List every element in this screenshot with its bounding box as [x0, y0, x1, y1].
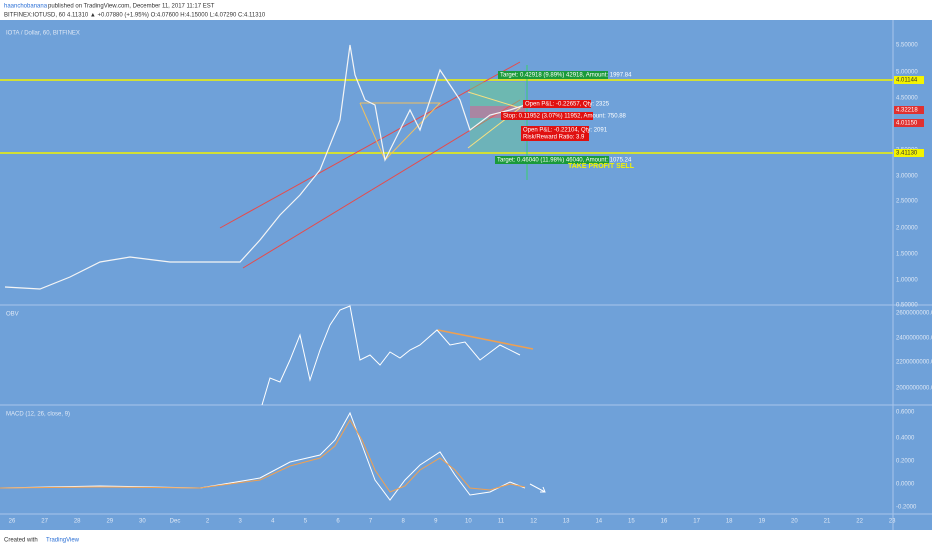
x-tick: 27 [41, 519, 48, 525]
macd-tick: 0.0000 [896, 482, 915, 488]
x-tick: 16 [661, 519, 668, 525]
pane-label: OBV [6, 312, 19, 318]
obv-tick: 2400000000.0000 [896, 336, 932, 342]
quote: BITFINEX:IOTUSD, 60 4.11310 ▲ +0.07880 (… [4, 13, 266, 19]
x-tick: 5 [304, 519, 308, 525]
macd-tick: 0.2000 [896, 459, 915, 465]
price-marker-box [894, 76, 924, 84]
macd-tick: 0.6000 [896, 410, 915, 416]
trade-label-box [521, 126, 589, 134]
author: haanchobanana [4, 4, 48, 10]
x-tick: 10 [465, 519, 472, 525]
x-tick: Dec [170, 519, 181, 525]
x-tick: 23 [889, 519, 896, 525]
x-tick: 20 [791, 519, 798, 525]
long-target-zone [470, 82, 525, 106]
pane-label: MACD (12, 26, close, 9) [6, 412, 70, 418]
price-tick: 0.50000 [896, 303, 918, 309]
down-arrow [529, 483, 546, 493]
x-tick: 26 [9, 519, 16, 525]
x-tick: 6 [336, 519, 340, 525]
price-marker: 4.01144 [896, 78, 918, 84]
x-tick: 4 [271, 519, 275, 525]
x-tick: 8 [402, 519, 406, 525]
price-tick: 2.50000 [896, 199, 918, 205]
published: published on TradingView.com, December 1… [48, 4, 215, 10]
macd-tick: -0.2000 [896, 505, 917, 511]
x-tick: 7 [369, 519, 373, 525]
x-tick: 11 [498, 519, 505, 525]
trade-label: Target: 0.46040 (11.98%) 46040, Amount: … [497, 158, 632, 164]
chart-background [0, 20, 932, 530]
wedge-pattern [467, 91, 522, 149]
macd-tick: 0.4000 [896, 436, 915, 442]
x-tick: 19 [758, 519, 765, 525]
obv-tick: 2600000000.0000 [896, 311, 932, 317]
trade-label: Risk/Reward Ratio: 3.9 [523, 135, 585, 141]
price-marker-box [894, 119, 924, 127]
signal-line [0, 419, 526, 493]
price-marker: 3.41130 [896, 151, 918, 157]
obv-tick: 2000000000.0000 [896, 386, 932, 392]
obv-tick: 2200000000.0000 [896, 360, 932, 366]
x-tick: 30 [139, 519, 146, 525]
x-tick: 13 [563, 519, 570, 525]
price-marker: 4.01150 [896, 121, 918, 127]
x-tick: 9 [434, 519, 438, 525]
price-tick: 3.00000 [896, 174, 918, 180]
macd-line [0, 411, 526, 501]
x-tick: 28 [74, 519, 81, 525]
trade-label-box [498, 71, 608, 79]
trade-label: Stop: 0.11952 (3.07%) 11952, Amount: 750… [503, 114, 627, 120]
x-tick: 29 [106, 519, 113, 525]
x-tick: 18 [726, 519, 733, 525]
price-tick: 1.00000 [896, 278, 918, 284]
x-tick: 12 [530, 519, 537, 525]
x-tick: 3 [239, 519, 243, 525]
price-tick: 2.00000 [896, 226, 918, 232]
x-tick: 22 [856, 519, 863, 525]
price-tick: 1.50000 [896, 252, 918, 258]
x-tick: 2 [206, 519, 210, 525]
trade-label: Target: 0.42918 (9.89%) 42918, Amount: 1… [500, 73, 632, 79]
trade-label: Open P&L: -0.22104, Qty: 2091 [523, 128, 608, 134]
price-marker-box [894, 106, 924, 114]
x-tick: 15 [628, 519, 635, 525]
trade-label-box [523, 100, 591, 108]
trade-label-box [521, 133, 589, 141]
annotation: TAKE PROFIT SELL [568, 163, 635, 170]
price-marker-box [894, 149, 924, 157]
x-tick: 14 [595, 519, 602, 525]
price-tick: 4.50000 [896, 96, 918, 102]
pane-label: IOTA / Dollar, 60, BITFINEX [6, 31, 80, 37]
trade-label-box [495, 156, 609, 164]
footer-bar [0, 530, 932, 550]
price-tick: 5.50000 [896, 43, 918, 49]
obv-divergence [437, 329, 534, 350]
trade-label-box [501, 112, 593, 120]
channel-lower [242, 99, 521, 269]
price-marker: 4.32218 [896, 108, 918, 114]
triangle-pattern [359, 102, 442, 161]
footer-brand: TradingView [46, 538, 80, 544]
footer-text: Created with [4, 538, 38, 544]
obv-line [261, 305, 521, 406]
x-tick: 17 [693, 519, 700, 525]
price-series [4, 44, 526, 290]
x-tick: 21 [824, 519, 831, 525]
price-tick: 5.00000 [896, 70, 918, 76]
trade-label: Open P&L: -0.22657, Qty: 2325 [525, 102, 610, 108]
